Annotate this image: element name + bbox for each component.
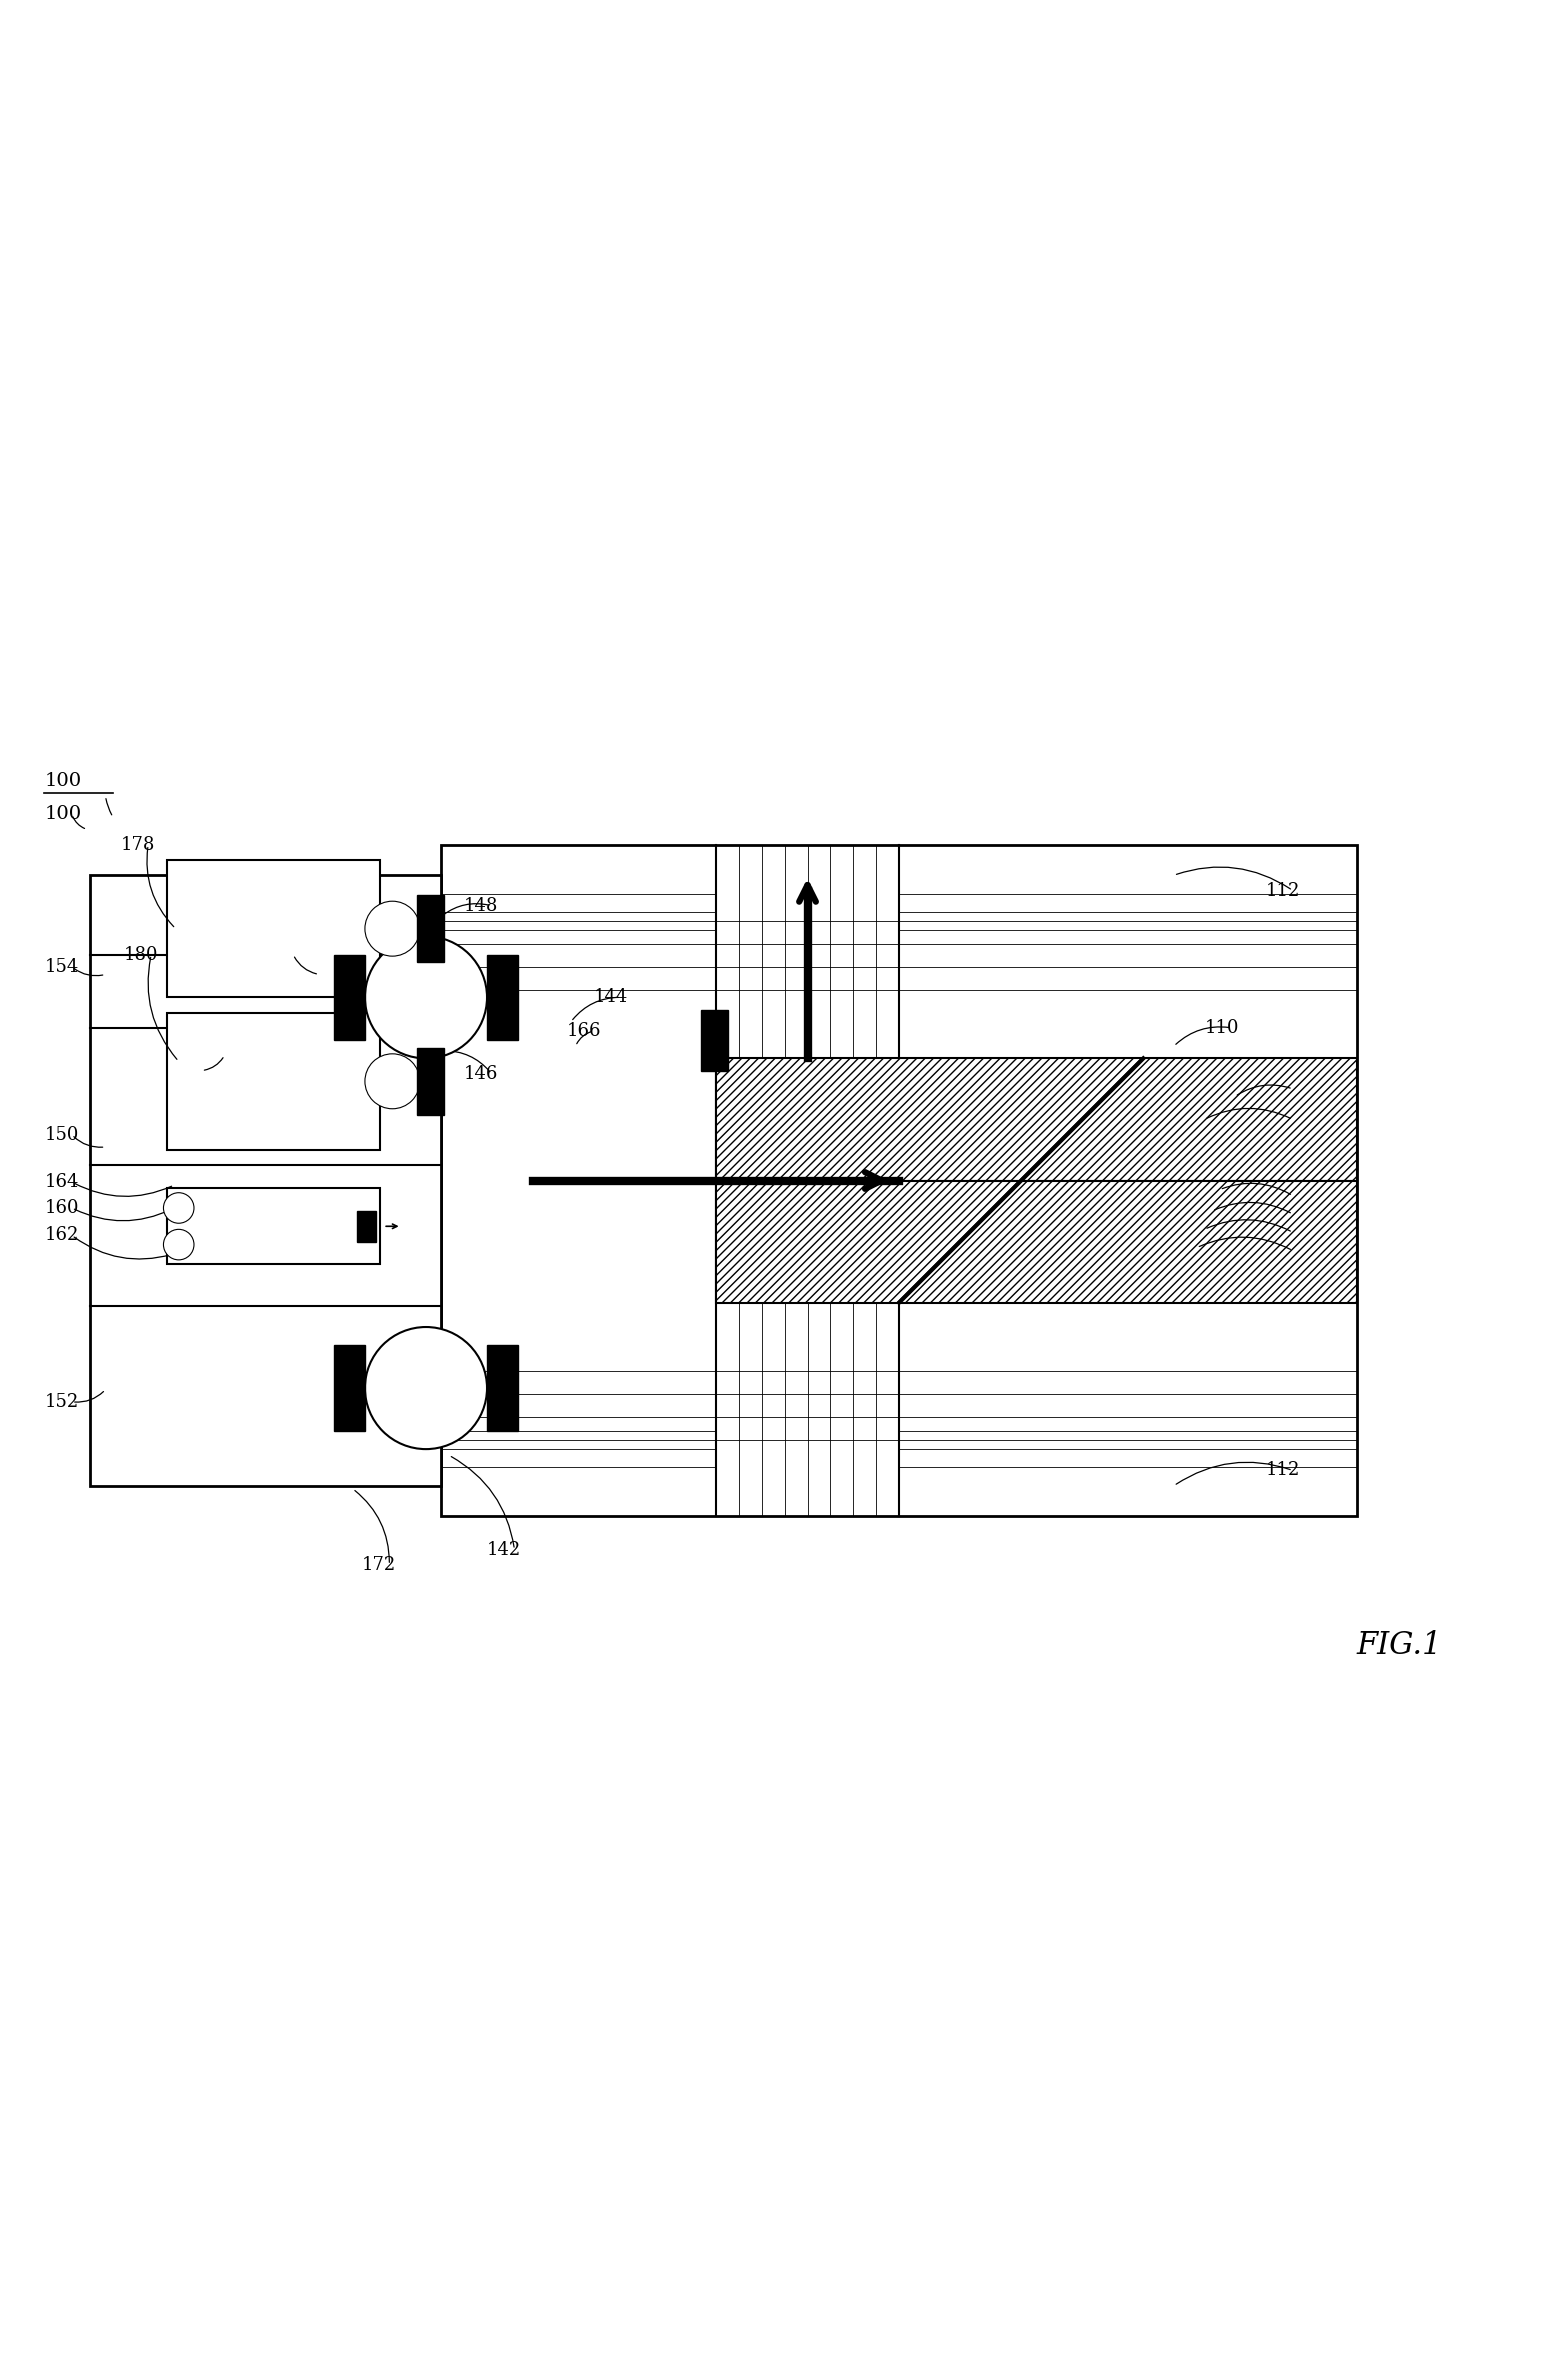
Text: 174: 174: [266, 947, 300, 963]
Bar: [486, 954, 517, 1041]
Bar: [716, 1180, 1357, 1303]
Bar: [334, 954, 365, 1041]
Bar: [441, 845, 1357, 1516]
Bar: [416, 1048, 444, 1114]
Text: 154: 154: [45, 959, 79, 975]
Text: 162: 162: [45, 1225, 79, 1244]
Bar: [90, 876, 441, 1485]
Bar: [166, 1013, 381, 1150]
Circle shape: [163, 1192, 194, 1223]
Text: 112: 112: [1265, 881, 1299, 900]
Text: 114: 114: [1265, 1079, 1299, 1098]
Text: 130: 130: [1265, 1242, 1299, 1261]
Text: 122: 122: [1265, 1204, 1299, 1223]
Text: 178: 178: [121, 836, 155, 855]
Text: 100: 100: [45, 772, 81, 791]
Text: 176: 176: [174, 1062, 208, 1079]
Bar: [357, 1211, 376, 1242]
Text: 164: 164: [45, 1173, 79, 1190]
Text: 146: 146: [465, 1065, 499, 1084]
Text: 160: 160: [45, 1199, 79, 1216]
Text: 172: 172: [362, 1556, 396, 1575]
Text: FIG.1: FIG.1: [1357, 1631, 1442, 1662]
Text: 100: 100: [45, 805, 81, 824]
Text: 124: 124: [1265, 1223, 1299, 1242]
Text: 152: 152: [45, 1393, 79, 1412]
Circle shape: [163, 1230, 194, 1261]
Circle shape: [365, 937, 486, 1058]
Bar: [166, 859, 381, 996]
Text: 150: 150: [45, 1126, 79, 1143]
Text: 110: 110: [1204, 1020, 1239, 1036]
Text: 166: 166: [566, 1022, 601, 1039]
Bar: [416, 895, 444, 963]
Circle shape: [365, 902, 420, 956]
Text: 142: 142: [486, 1542, 521, 1558]
Text: 116: 116: [1265, 1110, 1299, 1129]
Bar: [701, 1011, 729, 1070]
Text: 144: 144: [594, 989, 628, 1006]
Bar: [334, 1346, 365, 1431]
Circle shape: [365, 1053, 420, 1110]
Text: 112: 112: [1265, 1461, 1299, 1480]
Text: 148: 148: [465, 897, 499, 914]
Text: 180: 180: [124, 947, 159, 963]
Text: 120: 120: [1265, 1188, 1299, 1204]
Bar: [486, 1346, 517, 1431]
Circle shape: [365, 1327, 486, 1450]
Bar: [716, 1058, 1357, 1180]
Bar: [166, 1188, 381, 1265]
